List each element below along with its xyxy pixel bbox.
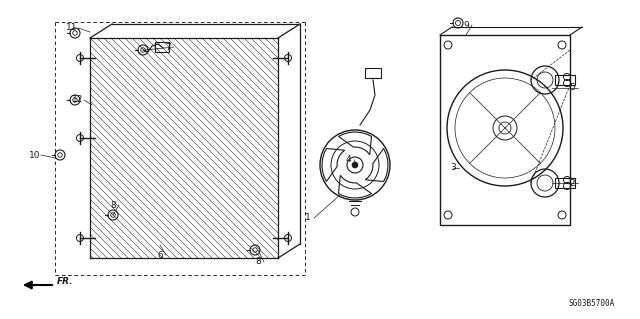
Bar	[555, 178, 575, 188]
Text: 5: 5	[569, 84, 575, 93]
Text: 3: 3	[450, 164, 456, 173]
Text: 12: 12	[72, 95, 84, 105]
Text: 10: 10	[29, 151, 41, 160]
Circle shape	[352, 162, 358, 168]
Text: SG03B5700A: SG03B5700A	[569, 299, 615, 308]
Text: 9: 9	[463, 20, 469, 29]
Text: 4: 4	[345, 155, 351, 165]
Text: 7: 7	[165, 42, 171, 51]
Text: 2: 2	[569, 179, 575, 188]
Text: 8: 8	[255, 257, 261, 266]
Text: 8: 8	[110, 201, 116, 210]
Text: 11: 11	[67, 24, 77, 33]
Bar	[440, 35, 570, 225]
Text: 6: 6	[157, 250, 163, 259]
Text: 1: 1	[305, 213, 311, 222]
Text: FR.: FR.	[57, 277, 74, 286]
Bar	[555, 75, 575, 85]
